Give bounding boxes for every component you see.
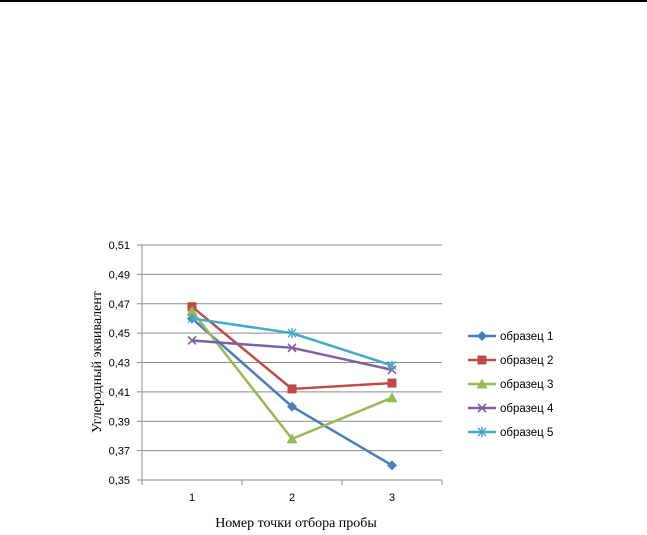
legend-label: образец 4 [500,403,554,415]
data-point [477,355,487,365]
data-point [287,384,297,394]
series-lines [186,302,398,471]
legend-item: образец 2 [468,355,553,367]
data-point [477,331,487,341]
y-tick-label: 0,45 [109,328,130,340]
series-5 [187,313,397,371]
legend-item: образец 4 [468,403,554,415]
data-point [386,392,398,403]
legend: образец 1 образец 2 образец 3 образец 4 обра… [468,331,554,439]
y-tick-label: 0,43 [109,358,130,370]
y-tick-label: 0,41 [109,387,130,399]
x-axis-title: Номер точки отбора пробы [215,516,377,531]
data-point [387,378,397,388]
legend-label: образец 2 [500,355,553,367]
series-3 [186,305,398,444]
legend-label: образец 5 [500,427,553,439]
data-point [287,343,297,353]
legend-label: образец 3 [500,379,553,391]
data-point [387,360,397,371]
data-point [187,313,197,324]
axes [137,244,443,485]
top-border-line [0,0,647,2]
data-point [187,335,197,346]
x-tick-label: 2 [289,492,295,504]
data-point [477,427,487,437]
y-tick-labels: 0,35 0,37 0,39 0,41 0,43 0,45 0,47 0,49 0,51 [109,240,130,487]
y-tick-label: 0,39 [109,416,130,428]
series-4 [187,335,397,375]
legend-item: образец 1 [468,331,553,343]
y-tick-label: 0,35 [109,475,130,487]
data-point [477,403,487,413]
data-point [287,328,297,339]
x-tick-labels: 1 2 3 [189,492,395,504]
data-point [287,401,297,412]
y-tick-label: 0,47 [109,299,130,311]
legend-label: образец 1 [500,331,553,343]
y-tick-label: 0,37 [109,446,130,458]
y-tick-label: 0,49 [109,269,130,281]
data-point [476,378,488,389]
data-point [387,460,397,471]
legend-item: образец 3 [468,378,553,391]
x-tick-label: 3 [389,492,395,504]
y-tick-label: 0,51 [109,240,130,252]
data-point [186,305,198,316]
legend-item: образец 5 [468,427,553,439]
data-point [286,433,298,444]
y-axis-title: Углеродный эквивалент [90,291,105,433]
x-tick-label: 1 [189,492,195,504]
